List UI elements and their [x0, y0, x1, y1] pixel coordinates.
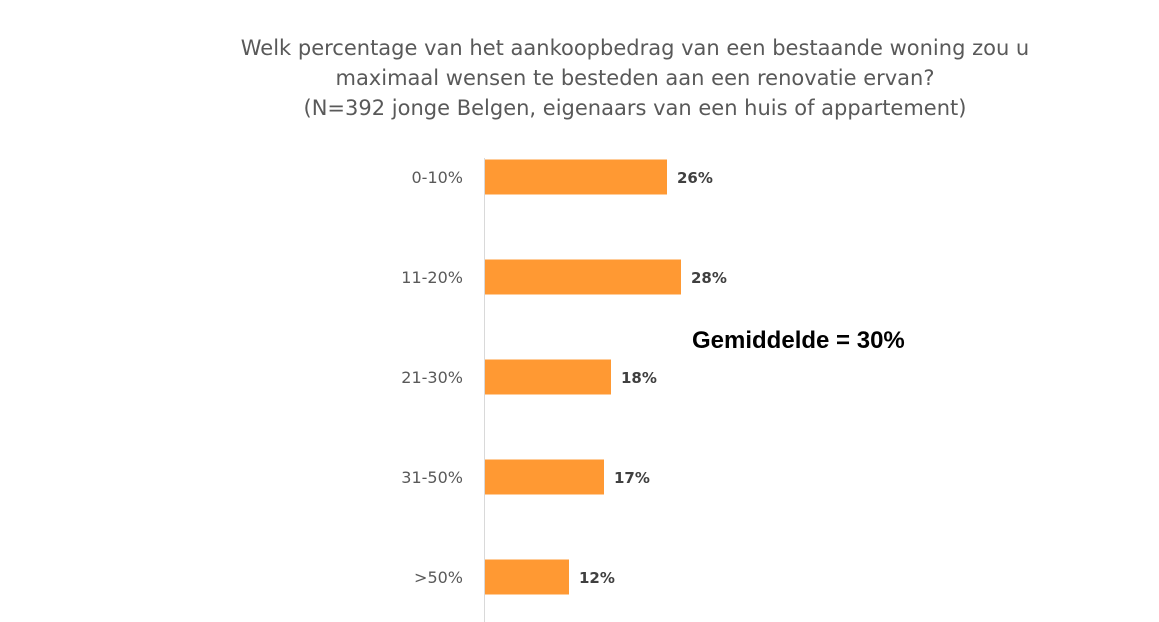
average-annotation: Gemiddelde = 30%	[692, 327, 905, 354]
category-label: 11-20%	[401, 268, 463, 287]
value-label: 12%	[579, 569, 615, 587]
chart-title-line-2: maximaal wensen te besteden aan een reno…	[335, 66, 935, 90]
category-label: 0-10%	[411, 168, 463, 187]
value-label: 17%	[614, 469, 650, 487]
chart-title: Welk percentage van het aankoopbedrag va…	[230, 33, 1040, 123]
category-label: >50%	[414, 568, 463, 587]
value-label: 18%	[621, 369, 657, 387]
bars-group: 0-10% 26% 11-20% 28% 21-30% 18% 31-50% 17% >50% 1…	[401, 159, 727, 595]
bar	[485, 359, 611, 395]
category-label: 31-50%	[401, 468, 463, 487]
value-label: 28%	[691, 269, 727, 287]
bar	[485, 259, 681, 295]
category-label: 21-30%	[401, 368, 463, 387]
bar	[485, 159, 667, 195]
bar	[485, 459, 604, 495]
bar	[485, 559, 569, 595]
value-label: 26%	[677, 169, 713, 187]
chart-subtitle: (N=392 jonge Belgen, eigenaars van een h…	[303, 96, 967, 120]
chart-title-line-1: Welk percentage van het aankoopbedrag va…	[240, 36, 1030, 60]
